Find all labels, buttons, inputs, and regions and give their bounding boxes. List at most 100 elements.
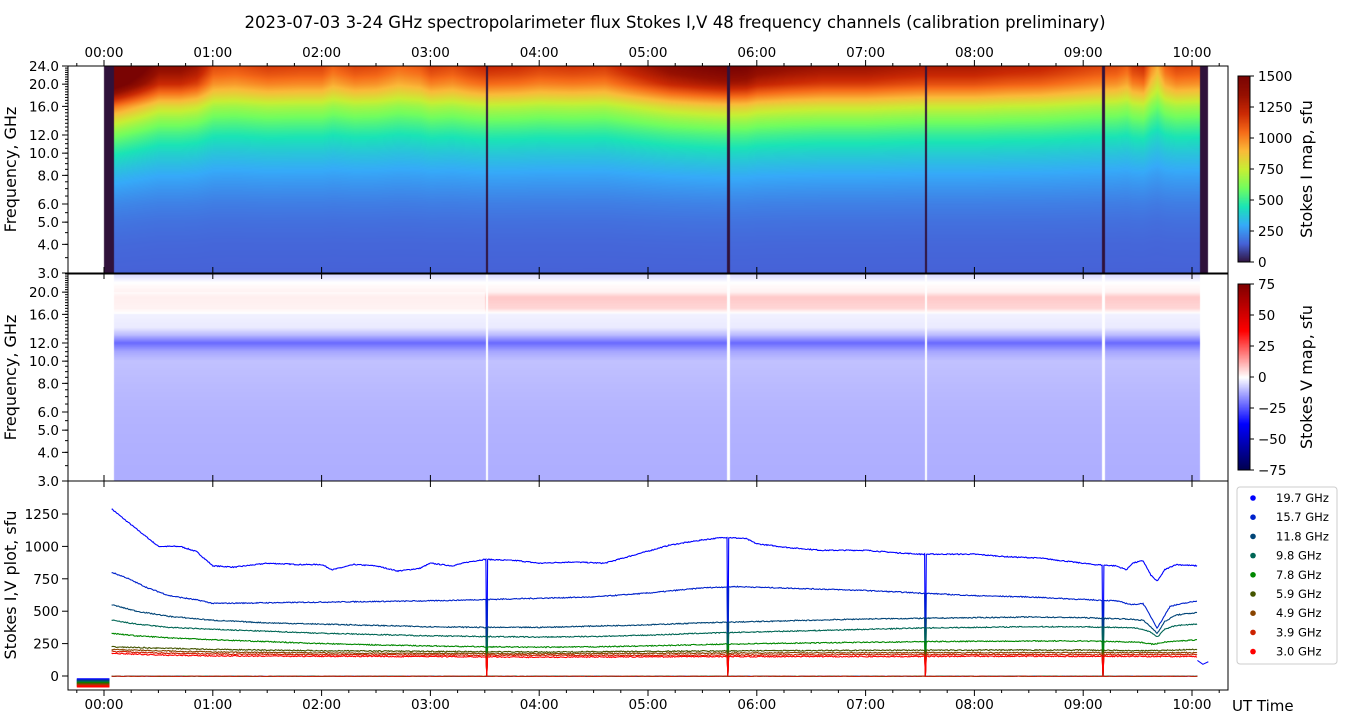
stokes-v-y-tick-label: 5.0 xyxy=(38,423,59,439)
legend-marker xyxy=(1250,648,1256,655)
legend-marker xyxy=(1250,495,1256,501)
colorbar-tick-label: −75 xyxy=(1258,463,1287,479)
legend-marker xyxy=(1250,533,1256,540)
legend-marker xyxy=(1250,552,1256,559)
top-x-tick-label: 03:00 xyxy=(411,45,450,61)
bottom-x-tick-label: 04:00 xyxy=(520,697,559,713)
series-line-3-0-ghz xyxy=(111,652,1198,677)
stokes-i-colorbar-frame xyxy=(1237,75,1251,263)
stokes-i-axes-frame xyxy=(67,65,1229,274)
legend: 19.7 GHz 15.7 GHz 11.8 GHz 9.8 GHz 7.8 GHz 5.… xyxy=(1236,486,1338,665)
colorbar-tick-label: 50 xyxy=(1258,308,1275,324)
iv-y-tick-label: 750 xyxy=(33,572,59,588)
stokes-v-colorbar-frame xyxy=(1237,283,1251,471)
colorbar-tick-label: 1250 xyxy=(1258,100,1292,116)
stokes-i-y-tick-label: 24.0 xyxy=(29,59,59,75)
legend-frame xyxy=(1236,486,1338,665)
top-x-tick-label: 07:00 xyxy=(846,45,885,61)
stokes-v-colorbar xyxy=(1238,284,1250,470)
iv-y-tick-label: 1250 xyxy=(25,507,59,523)
legend-label: 3.9 GHz xyxy=(1276,625,1322,639)
legend-label: 7.8 GHz xyxy=(1276,568,1322,582)
top-x-tick-label: 00:00 xyxy=(85,45,124,61)
top-x-tick-label: 05:00 xyxy=(629,45,668,61)
legend-marker xyxy=(1250,610,1256,616)
series-line-15-7-ghz xyxy=(111,572,1198,677)
figure-title: 2023-07-03 3-24 GHz spectropolarimeter f… xyxy=(244,13,1105,32)
top-x-tick-label: 01:00 xyxy=(193,45,232,61)
iv-y-tick-label: 0 xyxy=(50,669,59,685)
bottom-x-tick-label: 08:00 xyxy=(955,697,994,713)
series-line-11-8-ghz xyxy=(111,604,1198,677)
stokes-v-y-tick-label: 6.0 xyxy=(38,405,59,421)
legend-label: 5.9 GHz xyxy=(1276,587,1322,601)
colorbar-tick-label: 1500 xyxy=(1258,69,1292,85)
colorbar-label: Stokes V map, sfu xyxy=(1297,305,1316,449)
colorbar-tick-label: 500 xyxy=(1258,193,1284,209)
colorbar-tick-label: 25 xyxy=(1258,339,1275,355)
stokes-i-y-tick-label: 4.0 xyxy=(38,237,59,253)
legend-label: 3.0 GHz xyxy=(1276,645,1322,659)
bottom-x-tick-label: 03:00 xyxy=(411,697,450,713)
iv-y-tick-label: 1000 xyxy=(25,539,59,555)
legend-label: 19.7 GHz xyxy=(1276,491,1329,505)
stokes-i-y-tick-label: 3.0 xyxy=(38,266,59,282)
stokes-i-y-tick-label: 8.0 xyxy=(38,168,59,184)
series-line-9-8-ghz xyxy=(111,619,1198,677)
top-x-tick-label: 02:00 xyxy=(302,45,341,61)
series-tail xyxy=(1197,660,1209,665)
series-line-5-9-ghz xyxy=(111,645,1198,677)
stokes-i-y-tick-label: 16.0 xyxy=(29,99,59,115)
colorbar-tick-label: 750 xyxy=(1258,162,1284,178)
bottom-x-tick-label: 02:00 xyxy=(302,697,341,713)
colorbar-label: Stokes I map, sfu xyxy=(1297,100,1316,238)
colorbar-tick-label: 250 xyxy=(1258,224,1284,240)
legend-label: 4.9 GHz xyxy=(1276,606,1322,620)
stokes-i-y-tick-label: 6.0 xyxy=(38,197,59,213)
stokes-v-y-tick-label: 8.0 xyxy=(38,376,59,392)
bottom-x-tick-label: 05:00 xyxy=(629,697,668,713)
stokes-v-y-tick-label: 10.0 xyxy=(29,354,59,370)
stokes-v-y-tick-label: 4.0 xyxy=(38,445,59,461)
bottom-x-tick-label: 09:00 xyxy=(1064,697,1103,713)
stokes-i-y-tick-label: 20.0 xyxy=(29,77,59,93)
stokes-v-axes-frame xyxy=(67,273,1229,482)
series-line-3-9-ghz xyxy=(111,650,1198,677)
stokes-i-y-tick-label: 12.0 xyxy=(29,128,59,144)
stokes-v-line xyxy=(111,675,1198,678)
colorbar-tick-label: 0 xyxy=(1258,255,1267,271)
bottom-x-tick-label: 00:00 xyxy=(85,697,124,713)
bottom-x-tick-label: 07:00 xyxy=(846,697,885,713)
legend-marker xyxy=(1250,514,1256,520)
legend-label: 15.7 GHz xyxy=(1276,510,1329,524)
legend-marker xyxy=(1250,629,1256,636)
bottom-x-tick-label: 10:00 xyxy=(1173,697,1212,713)
stokes-i-colorbar xyxy=(1238,76,1250,262)
legend-label: 9.8 GHz xyxy=(1276,549,1322,563)
bottom-x-tick-label: 06:00 xyxy=(737,697,776,713)
legend-label: 11.8 GHz xyxy=(1276,529,1329,543)
colorbar-tick-label: 75 xyxy=(1258,277,1275,293)
series-line-4-9-ghz xyxy=(111,648,1198,677)
stokes-v-y-tick-label: 3.0 xyxy=(38,474,59,490)
stokes-v-map-image xyxy=(68,274,1228,481)
stokes-i-y-label: Frequency, GHz xyxy=(1,107,20,233)
stokes-iv-plot-frame xyxy=(67,480,1229,691)
stokes-i-y-tick-label: 5.0 xyxy=(38,215,59,231)
stokes-i-map-image xyxy=(68,66,1228,273)
iv-y-tick-label: 250 xyxy=(33,637,59,653)
top-x-tick-label: 10:00 xyxy=(1173,45,1212,61)
legend-marker xyxy=(1250,591,1256,597)
stokes-v-y-tick-label: 16.0 xyxy=(29,307,59,323)
series-line-19-7-ghz xyxy=(111,508,1198,677)
legend-marker xyxy=(1250,572,1256,578)
stokes-v-y-label: Frequency, GHz xyxy=(1,315,20,441)
series-line-7-8-ghz xyxy=(111,632,1198,677)
stokes-v-y-tick-label: 20.0 xyxy=(29,285,59,301)
colorbar-tick-label: −50 xyxy=(1258,432,1287,448)
iv-y-tick-label: 500 xyxy=(33,604,59,620)
stokes-v-y-tick-label: 12.0 xyxy=(29,336,59,352)
top-x-tick-label: 06:00 xyxy=(737,45,776,61)
top-x-tick-label: 04:00 xyxy=(520,45,559,61)
stokes-i-y-tick-label: 10.0 xyxy=(29,146,59,162)
